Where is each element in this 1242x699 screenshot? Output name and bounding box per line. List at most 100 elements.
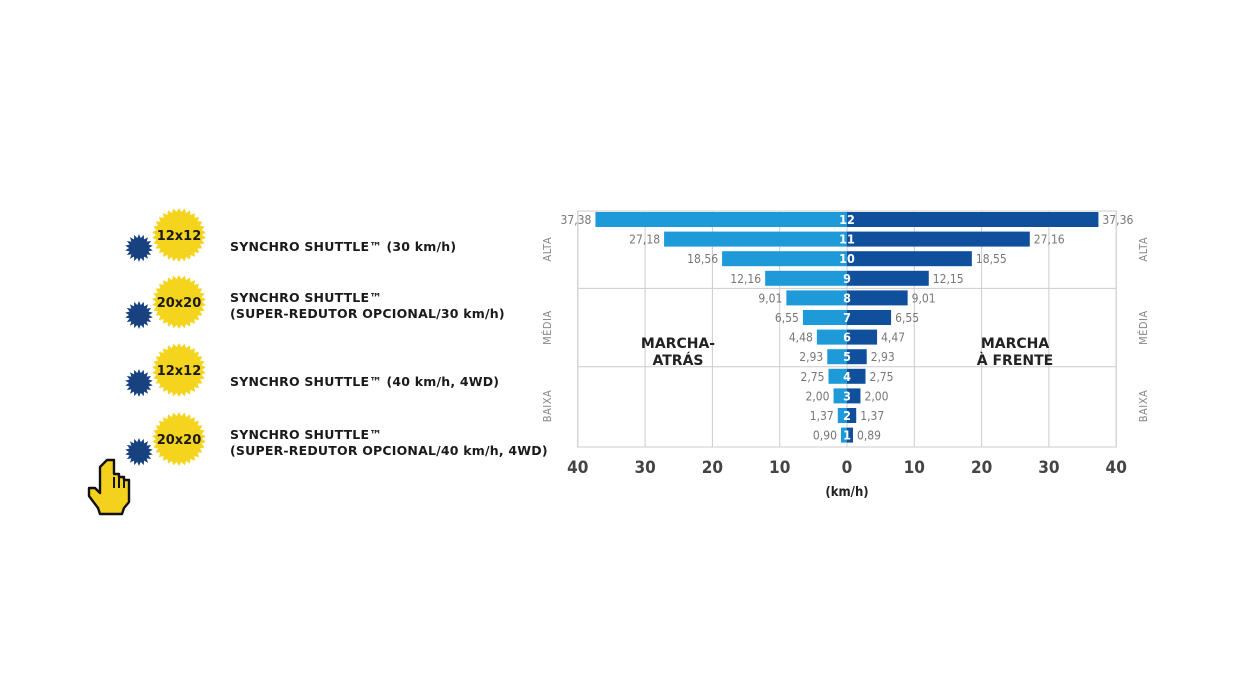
gear-number: 1 (843, 428, 851, 443)
transmission-option-4[interactable]: 20x20 SYNCHRO SHUTTLE™ (SUPER-REDUTOR OPCI… (120, 409, 548, 479)
x-tick-label: 10 (769, 458, 790, 478)
value-label-forward: 27,16 (1034, 233, 1065, 247)
option-label: SYNCHRO SHUTTLE™ (30 km/h) (230, 239, 456, 255)
option-label-line: SYNCHRO SHUTTLE™ (230, 427, 382, 442)
bar-reverse (722, 251, 847, 267)
gear-number: 9 (843, 271, 851, 286)
bar-forward (847, 212, 1099, 227)
x-tick-label: 30 (1038, 458, 1059, 478)
badge-text: 20x20 (157, 296, 202, 311)
option-label-line: SYNCHRO SHUTTLE™ (40 km/h, 4WD) (230, 374, 500, 389)
bar-reverse (837, 408, 847, 423)
option-label-line: SYNCHRO SHUTTLE™ (30 km/h) (230, 239, 457, 254)
value-label-reverse: 18,56 (687, 252, 718, 266)
forward-direction-label: À FRENTE (977, 352, 1053, 369)
option-label: SYNCHRO SHUTTLE™ (SUPER-REDUTOR OPCIONAL/… (230, 427, 548, 459)
badge-text: 12x12 (157, 229, 202, 244)
value-label-reverse: 2,75 (800, 370, 824, 384)
bar-reverse (786, 290, 847, 306)
value-label-forward: 9,01 (912, 291, 936, 305)
x-tick-label: 0 (842, 458, 853, 478)
option-label-line: (SUPER-REDUTOR OPCIONAL/30 km/h) (230, 306, 505, 321)
x-tick-label: 10 (904, 458, 925, 478)
gear-number: 5 (843, 349, 851, 364)
gear-number: 3 (843, 388, 851, 403)
gear-number: 7 (843, 310, 851, 325)
value-label-forward: 12,15 (933, 272, 964, 286)
transmission-option-1[interactable]: 12x12 SYNCHRO SHUTTLE™ (30 km/h) (120, 205, 540, 275)
bar-forward (847, 270, 929, 286)
bar-forward (847, 368, 866, 384)
bar-reverse (802, 310, 847, 325)
gear-number: 6 (843, 330, 851, 345)
bar-reverse (765, 270, 847, 286)
group-label-left: BAIXA (541, 390, 554, 423)
value-label-forward: 4,47 (881, 331, 905, 345)
value-label-reverse: 0,90 (813, 429, 837, 443)
gear-badge-icon: 20x20 (125, 275, 206, 329)
value-label-forward: 2,75 (870, 370, 894, 384)
bar-reverse (816, 329, 847, 345)
value-label-reverse: 9,01 (758, 291, 782, 305)
value-label-reverse: 2,00 (806, 389, 830, 403)
bar-forward (847, 290, 908, 306)
group-label-right: MÉDIA (1137, 310, 1150, 345)
bar-forward (847, 251, 972, 267)
bar-reverse (664, 231, 847, 247)
bar-forward (847, 231, 1030, 247)
x-tick-label: 40 (1106, 458, 1127, 478)
value-label-forward: 2,00 (864, 389, 888, 403)
value-label-reverse: 6,55 (775, 311, 799, 325)
value-label-reverse: 1,37 (810, 409, 834, 423)
bar-forward (847, 408, 857, 423)
option-label-line: SYNCHRO SHUTTLE™ (230, 290, 382, 305)
forward-direction-label: MARCHA (981, 336, 1050, 352)
gear-number: 12 (839, 212, 855, 227)
group-label-right: ALTA (1137, 237, 1150, 262)
x-tick-label: 40 (567, 458, 588, 478)
value-label-forward: 2,93 (871, 350, 895, 364)
bar-reverse (833, 388, 847, 404)
bar-forward (847, 310, 892, 325)
gear-number: 10 (839, 251, 855, 266)
gear-number: 8 (843, 290, 851, 305)
badge-text: 12x12 (157, 364, 202, 379)
bar-forward (847, 388, 861, 404)
value-label-reverse: 4,48 (789, 331, 813, 345)
gear-number: 11 (839, 232, 855, 247)
bar-forward (847, 329, 878, 345)
value-label-forward: 6,55 (895, 311, 919, 325)
transmission-option-2[interactable]: 20x20 SYNCHRO SHUTTLE™ (SUPER-REDUTOR OPCI… (120, 272, 540, 342)
bar-forward (847, 349, 867, 365)
hand-pointer-icon (87, 458, 131, 516)
value-label-forward: 1,37 (860, 409, 884, 423)
gear-number: 4 (843, 369, 851, 384)
x-axis-label: (km/h) (825, 485, 868, 500)
bar-reverse (828, 368, 847, 384)
value-label-forward: 37,36 (1102, 213, 1133, 227)
option-label-line: (SUPER-REDUTOR OPCIONAL/40 km/h, 4WD) (230, 443, 548, 458)
value-label-reverse: 37,38 (561, 213, 592, 227)
value-label-reverse: 12,16 (730, 272, 761, 286)
bar-forward (847, 427, 853, 443)
transmission-option-3[interactable]: 12x12 SYNCHRO SHUTTLE™ (40 km/h, 4WD) (120, 340, 540, 410)
x-tick-label: 20 (971, 458, 992, 478)
group-label-left: ALTA (541, 237, 554, 262)
gear-speed-chart: ALTA ALTA MÉDIA MÉDIA BAIXA BAIXA 12 37,38 37,36… (541, 210, 1150, 500)
value-label-reverse: 2,93 (799, 350, 823, 364)
bar-reverse (840, 427, 847, 443)
gear-badge-icon: 20x20 (125, 412, 206, 466)
value-label-reverse: 27,18 (629, 233, 660, 247)
value-label-forward: 0,89 (857, 429, 881, 443)
group-label-left: MÉDIA (541, 310, 554, 345)
value-label-forward: 18,55 (976, 252, 1007, 266)
reverse-direction-label: MARCHA- (641, 336, 715, 352)
reverse-direction-label: ATRÁS (653, 352, 704, 369)
gear-badge-icon: 12x12 (125, 208, 206, 262)
bar-reverse (827, 349, 847, 365)
bar-reverse (595, 212, 847, 227)
option-label: SYNCHRO SHUTTLE™ (40 km/h, 4WD) (230, 374, 499, 390)
plot-frame (577, 210, 1117, 448)
badge-text: 20x20 (157, 433, 202, 448)
group-label-right: BAIXA (1137, 390, 1150, 423)
